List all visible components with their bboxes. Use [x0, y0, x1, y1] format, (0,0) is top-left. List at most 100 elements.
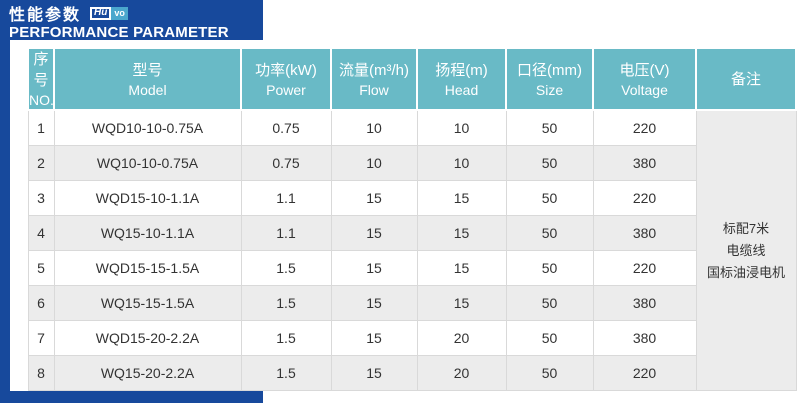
col-header-voltage: 电压(V) Voltage	[592, 47, 697, 111]
brand-badge-hu: Hu	[90, 6, 112, 20]
cell-size: 50	[505, 285, 594, 321]
page-title-zh: 性能参数	[9, 7, 82, 24]
cell-head: 10	[416, 145, 507, 181]
col-header-flow-zh: 流量(m³/h)	[339, 61, 409, 79]
cell-size: 50	[505, 355, 594, 391]
cell-no: 1	[27, 109, 55, 146]
cell-size: 50	[505, 109, 594, 146]
table-row: 7 WQD15-20-2.2A 1.5 15 20 50 380	[27, 320, 796, 356]
cell-size: 50	[505, 250, 594, 286]
cell-flow: 15	[330, 320, 418, 356]
cell-voltage: 220	[592, 250, 697, 286]
cell-model: WQ15-20-2.2A	[53, 355, 242, 391]
cell-model: WQ15-15-1.5A	[53, 285, 242, 321]
table-header-row: 序号 NO. 型号 Model 功率(kW) Power 流量(m³/h) Fl…	[27, 47, 797, 111]
cell-voltage: 380	[592, 215, 697, 251]
table-row: 3 WQD15-10-1.1A 1.1 15 15 50 220	[27, 180, 796, 216]
cell-power: 1.1	[240, 215, 332, 251]
col-header-remark: 备注	[695, 47, 797, 111]
title-row: 性能参数 Hu vo	[9, 4, 263, 24]
cell-head: 15	[416, 250, 507, 286]
accent-left-bar	[0, 0, 10, 403]
cell-voltage: 380	[592, 285, 697, 321]
cell-model: WQD15-15-1.5A	[53, 250, 242, 286]
cell-size: 50	[505, 180, 594, 216]
table-row: 8 WQ15-20-2.2A 1.5 15 20 50 220	[27, 355, 796, 391]
brand-badge: Hu vo	[90, 6, 128, 20]
table-row: 1 WQD10-10-0.75A 0.75 10 10 50 220 标配7米 …	[27, 109, 797, 391]
col-header-power-zh: 功率(kW)	[255, 61, 317, 79]
col-header-flow: 流量(m³/h) Flow	[330, 47, 418, 111]
cell-voltage: 380	[592, 320, 697, 356]
cell-flow: 15	[330, 215, 418, 251]
cell-no: 4	[27, 215, 55, 251]
cell-power: 1.5	[240, 320, 332, 356]
cell-no: 7	[27, 320, 55, 356]
cell-model: WQD15-20-2.2A	[53, 320, 242, 356]
page-title-en: PERFORMANCE PARAMETER	[9, 24, 229, 41]
remark-cell: 标配7米 电缆线 国标油浸电机	[695, 109, 797, 391]
cell-power: 1.1	[240, 180, 332, 216]
cell-flow: 15	[330, 355, 418, 391]
cell-flow: 10	[330, 145, 418, 181]
cell-size: 50	[505, 145, 594, 181]
col-header-no-zh: 序号	[33, 51, 49, 89]
col-header-head-zh: 扬程(m)	[435, 61, 488, 79]
cell-model: WQD10-10-0.75A	[53, 109, 242, 146]
accent-bottom-bar	[0, 391, 263, 403]
cell-flow: 15	[330, 180, 418, 216]
col-header-size-zh: 口径(mm)	[517, 61, 582, 79]
cell-voltage: 380	[592, 145, 697, 181]
cell-model: WQ10-10-0.75A	[53, 145, 242, 181]
cell-voltage: 220	[592, 109, 697, 146]
cell-power: 0.75	[240, 109, 332, 146]
table-row: 2 WQ10-10-0.75A 0.75 10 10 50 380	[27, 145, 796, 181]
cell-voltage: 220	[592, 355, 697, 391]
remark-line-2: 电缆线	[726, 242, 766, 258]
cell-head: 15	[416, 215, 507, 251]
cell-size: 50	[505, 215, 594, 251]
cell-no: 5	[27, 250, 55, 286]
col-header-head-en: Head	[444, 81, 479, 98]
cell-flow: 15	[330, 285, 418, 321]
brand-badge-vo: vo	[111, 6, 128, 20]
cell-head: 10	[416, 109, 507, 146]
cell-flow: 10	[330, 109, 418, 146]
title-block: 性能参数 Hu vo PERFORMANCE PARAMETER	[0, 0, 263, 41]
cell-head: 15	[416, 180, 507, 216]
cell-no: 2	[27, 145, 55, 181]
table-row: 4 WQ15-10-1.1A 1.1 15 15 50 380	[27, 215, 796, 251]
col-header-voltage-en: Voltage	[621, 81, 668, 98]
cell-head: 20	[416, 355, 507, 391]
cell-no: 8	[27, 355, 55, 391]
col-header-head: 扬程(m) Head	[416, 47, 507, 111]
col-header-no: 序号 NO.	[27, 47, 55, 111]
cell-no: 3	[27, 180, 55, 216]
col-header-power: 功率(kW) Power	[240, 47, 332, 111]
cell-power: 0.75	[240, 145, 332, 181]
col-header-no-en: NO.	[29, 92, 54, 108]
cell-model: WQ15-10-1.1A	[53, 215, 242, 251]
cell-size: 50	[505, 320, 594, 356]
remark-line-1: 标配7米	[722, 220, 770, 236]
col-header-remark-zh: 备注	[730, 70, 761, 88]
col-header-model: 型号 Model	[53, 47, 242, 111]
cell-flow: 15	[330, 250, 418, 286]
table-row: 6 WQ15-15-1.5A 1.5 15 15 50 380	[27, 285, 796, 321]
cell-head: 20	[416, 320, 507, 356]
cell-power: 1.5	[240, 355, 332, 391]
col-header-power-en: Power	[266, 81, 306, 98]
col-header-size-en: Size	[535, 81, 564, 98]
remark-line-3: 国标油浸电机	[706, 264, 785, 280]
col-header-model-en: Model	[128, 81, 167, 98]
cell-head: 15	[416, 285, 507, 321]
cell-power: 1.5	[240, 285, 332, 321]
cell-power: 1.5	[240, 250, 332, 286]
col-header-voltage-zh: 电压(V)	[619, 61, 670, 79]
cell-model: WQD15-10-1.1A	[53, 180, 242, 216]
performance-parameter-table: 序号 NO. 型号 Model 功率(kW) Power 流量(m³/h) Fl…	[27, 47, 797, 391]
cell-voltage: 220	[592, 180, 697, 216]
col-header-model-zh: 型号	[132, 61, 163, 79]
col-header-size: 口径(mm) Size	[505, 47, 594, 111]
cell-no: 6	[27, 285, 55, 321]
